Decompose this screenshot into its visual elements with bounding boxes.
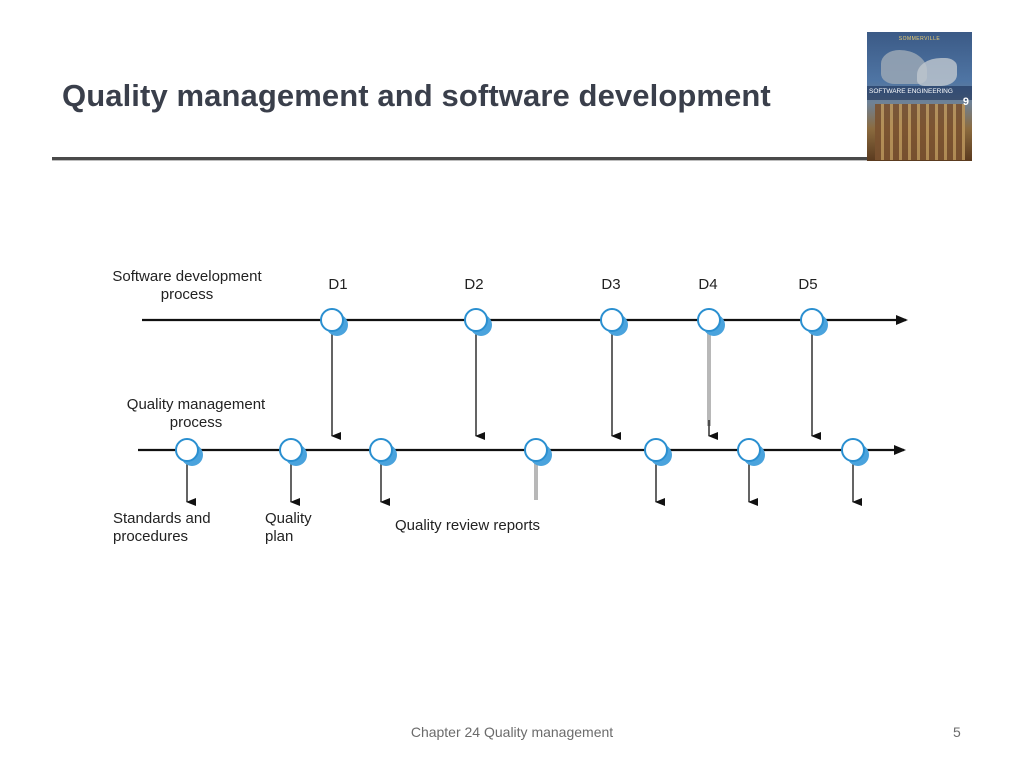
cover-author: SOMMERVILLE xyxy=(898,36,941,42)
qm-node-plan xyxy=(279,438,307,466)
qm-node-review xyxy=(841,438,869,466)
slide-title: Quality management and software developm… xyxy=(62,78,771,113)
dev-node-d3 xyxy=(600,308,628,336)
cover-title: SOFTWARE ENGINEERING xyxy=(869,88,953,95)
qm-process-label-line1: Quality management xyxy=(127,396,266,413)
output-label-reviews: Quality review reports xyxy=(395,517,540,534)
cover-scaffold-shape xyxy=(875,104,965,160)
deliverable-label-d5: D5 xyxy=(798,276,817,293)
qm-node-review xyxy=(644,438,672,466)
qm-process-label-line2: process xyxy=(170,414,223,431)
deliverable-label-d4: D4 xyxy=(698,276,717,293)
deliverable-label-d2: D2 xyxy=(464,276,483,293)
dev-process-label-line2: process xyxy=(161,286,214,303)
page-number: 5 xyxy=(953,724,961,740)
output-label-plan-line2: plan xyxy=(265,528,293,545)
dev-process-label-line1: Software development xyxy=(112,268,262,285)
title-divider-shadow xyxy=(52,160,870,161)
output-label-standards-line2: procedures xyxy=(113,528,188,545)
output-label-plan-line1: Quality xyxy=(265,510,312,527)
qm-node-standards xyxy=(175,438,203,466)
cover-title-band xyxy=(867,86,972,100)
qm-node-review xyxy=(369,438,397,466)
dev-node-d5 xyxy=(800,308,828,336)
slide-footer: Chapter 24 Quality management xyxy=(410,724,614,740)
output-label-standards-line1: Standards and xyxy=(113,510,211,527)
book-cover-image: SOMMERVILLE SOFTWARE ENGINEERING 9 xyxy=(867,32,972,161)
qm-node-review xyxy=(524,438,552,466)
dev-node-d2 xyxy=(464,308,492,336)
cover-building-shape xyxy=(917,58,957,86)
deliverable-label-d1: D1 xyxy=(328,276,347,293)
dev-node-d1 xyxy=(320,308,348,336)
title-divider xyxy=(52,157,870,160)
dev-node-d4 xyxy=(697,308,725,336)
cover-edition: 9 xyxy=(962,96,969,108)
qm-node-review xyxy=(737,438,765,466)
deliverable-label-d3: D3 xyxy=(601,276,620,293)
